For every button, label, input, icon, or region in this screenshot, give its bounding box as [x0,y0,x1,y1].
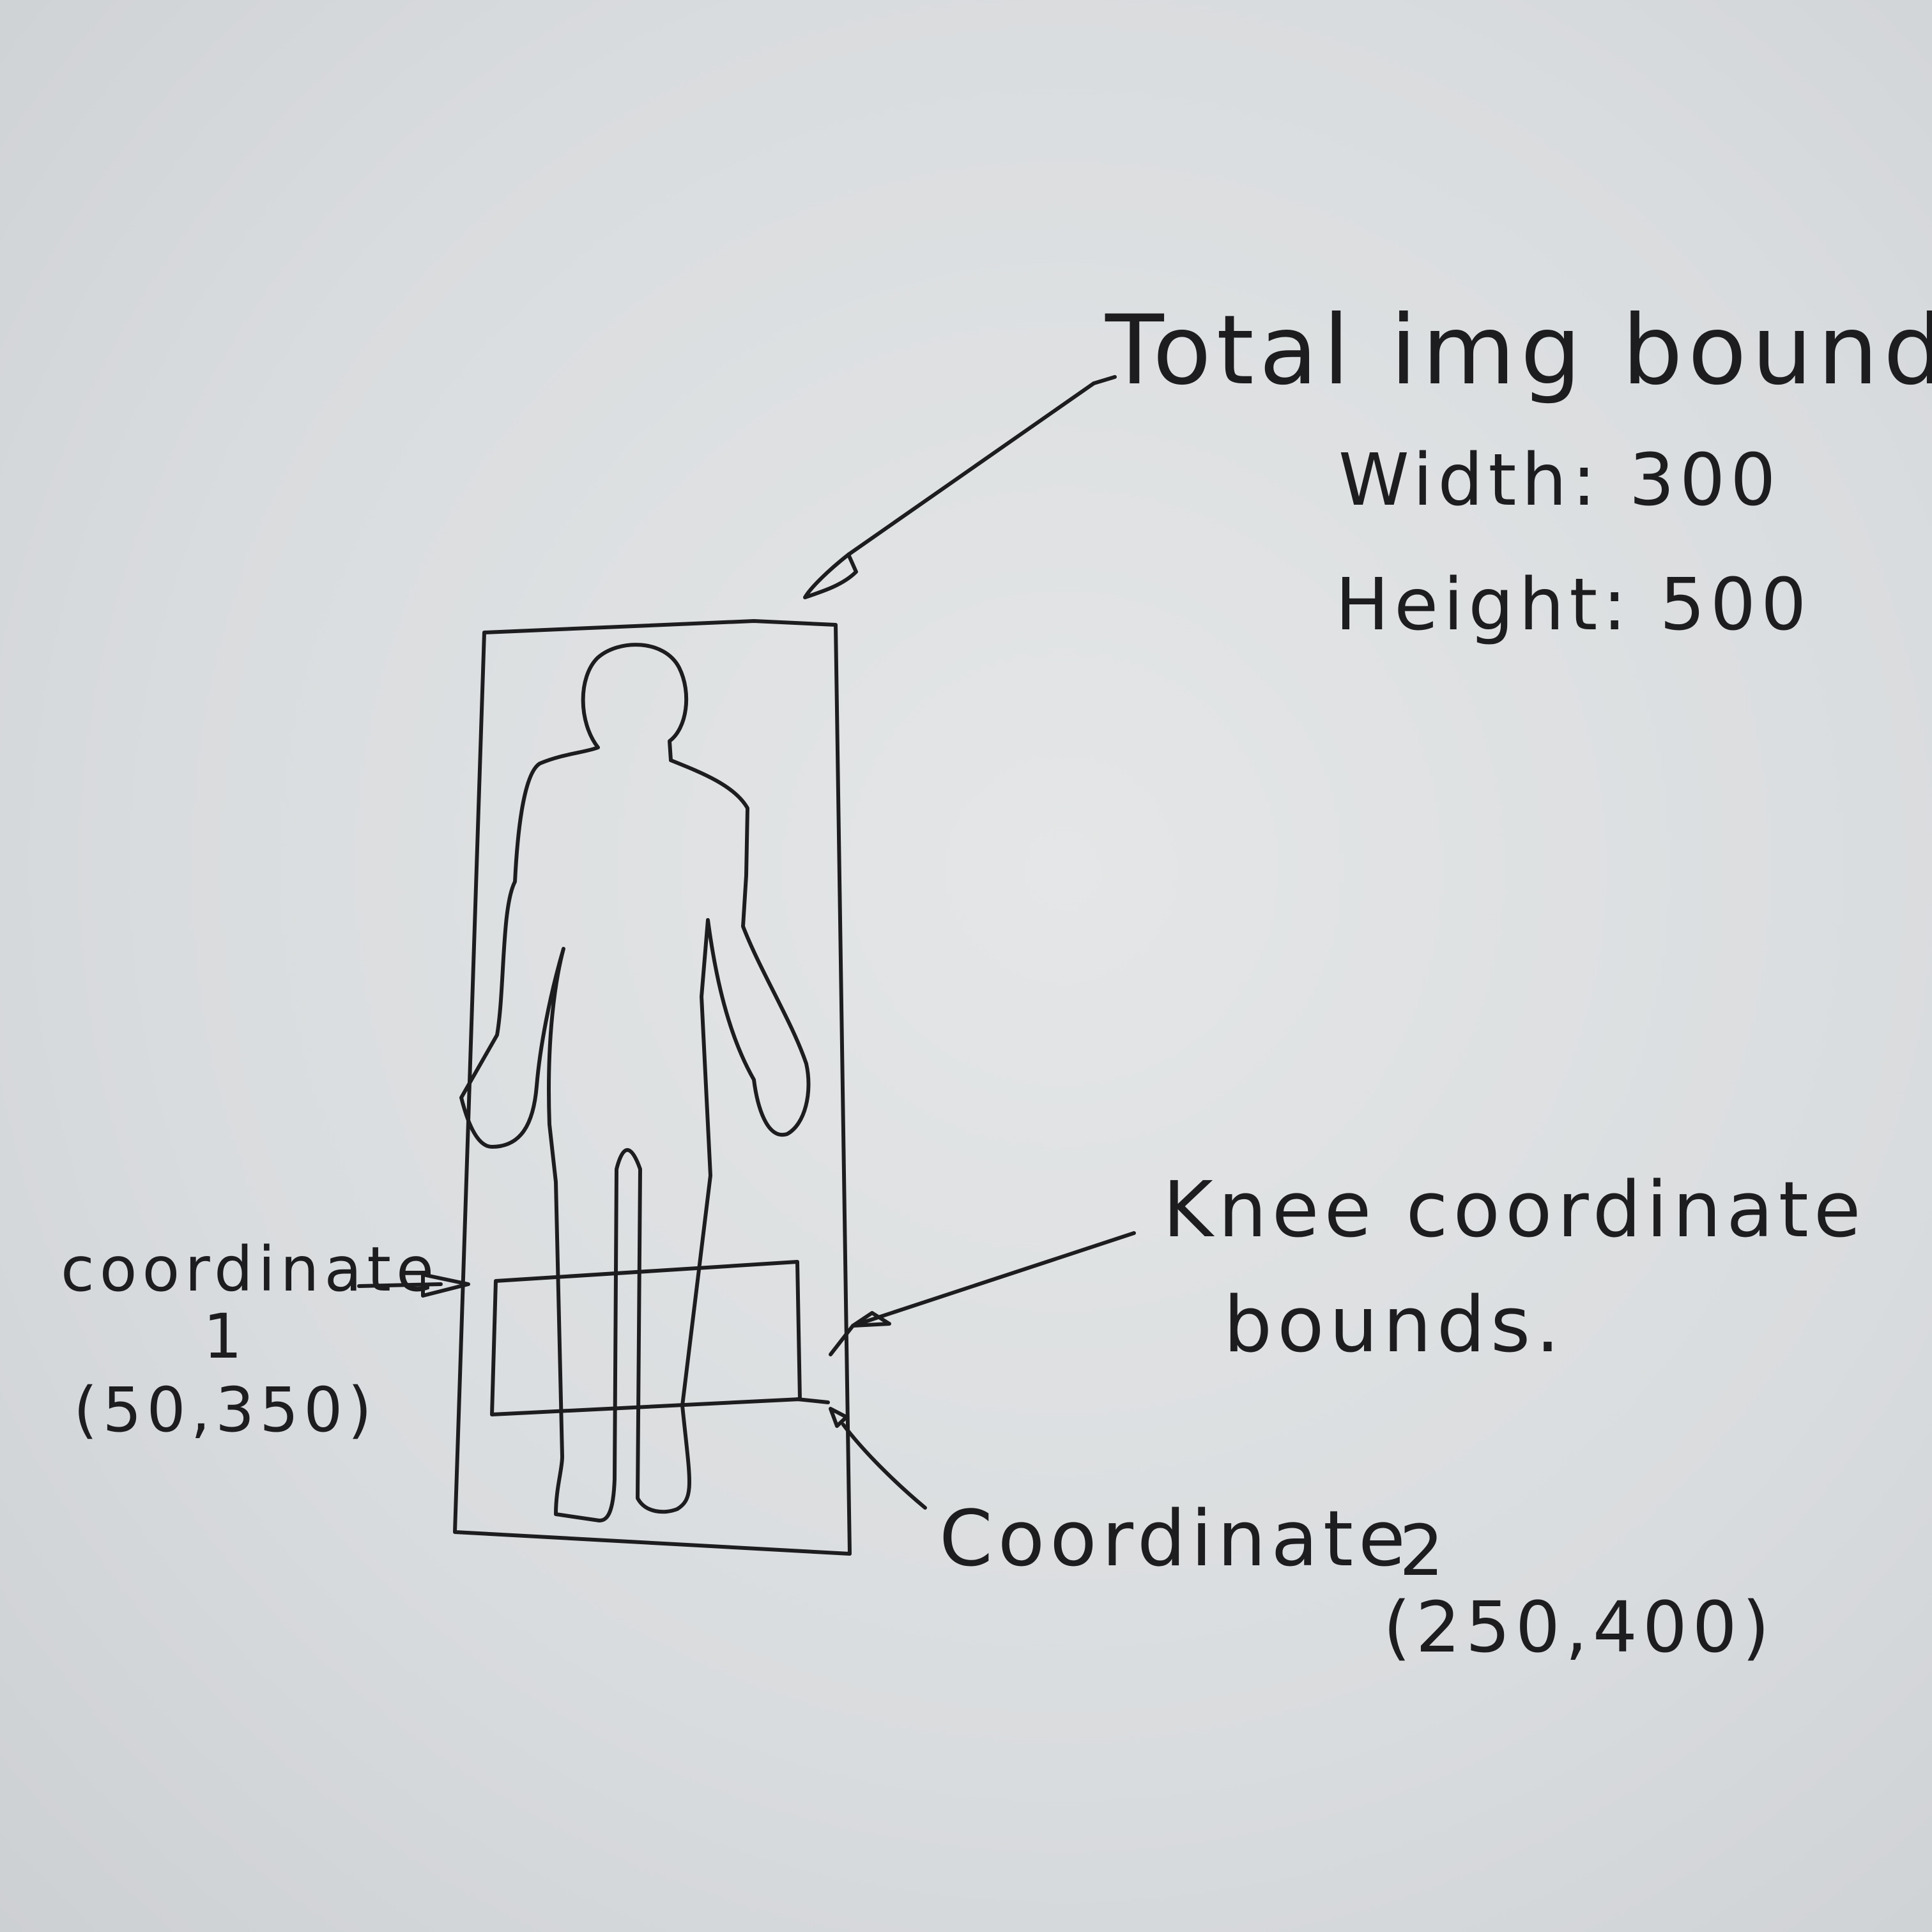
coordinate-1-arrow-head [421,1273,470,1298]
coordinate-1-label: coordinate [61,1234,439,1305]
total-bounds-height: Height: 500 [1335,564,1811,647]
total-bounds-arrow-head [803,553,858,599]
knee-bounds-label-line2: bounds. [1223,1281,1565,1370]
total-bounds-title-underline-lead [1092,375,1117,385]
knee-bounds-arrow-line [851,1231,1136,1328]
coordinate-2-corner-tick [795,1397,830,1404]
coordinate-1-arrow-line [357,1282,443,1288]
coordinate-2-label: Coordinate [939,1495,1411,1584]
coordinate-2-arrow-head [829,1407,848,1428]
coordinate-2-arrow-line [841,1423,927,1510]
knee-bounds-rect [490,1260,802,1416]
coordinate-1-value: (50,350) [73,1374,377,1446]
human-silhouette [459,643,811,1522]
total-bounds-title: Total img bounds [1105,295,1932,406]
total-image-bounds-rect [453,619,852,1556]
knee-bounds-label-line1: Knee coordinate [1163,1166,1866,1255]
coordinate-2-value: (250,400) [1383,1586,1775,1668]
coordinate-1-number: 1 [203,1301,247,1372]
coordinate-2-number: 2 [1399,1510,1449,1591]
total-bounds-arrow-line [847,381,1096,556]
total-bounds-width: Width: 300 [1338,439,1781,522]
knee-bounds-arrow-head [829,1311,891,1356]
